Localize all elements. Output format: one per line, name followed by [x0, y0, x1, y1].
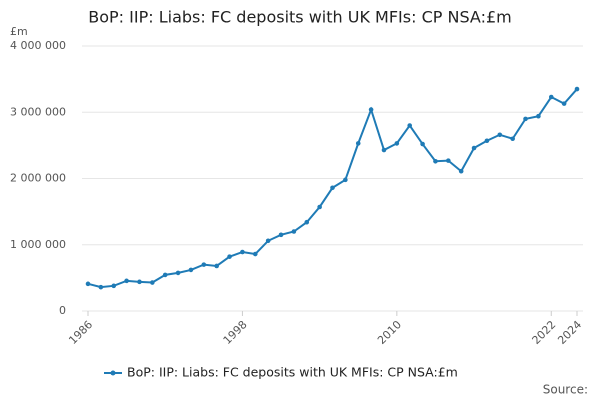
x-tick-label: 1998 — [221, 318, 250, 347]
point — [574, 86, 580, 92]
point — [98, 284, 104, 290]
point — [433, 158, 438, 164]
y-unit: £m — [10, 25, 28, 38]
point — [471, 145, 477, 151]
point — [394, 141, 400, 146]
point — [510, 136, 515, 142]
point — [201, 262, 207, 267]
point — [240, 249, 245, 255]
x-tick-label: 2010 — [375, 318, 404, 347]
y-tick-label: 2 000 000 — [10, 172, 66, 185]
chart-title: BoP: IIP: Liabs: FC deposits with UK MFI… — [88, 8, 511, 27]
point — [523, 116, 528, 122]
point — [381, 147, 387, 153]
point — [278, 232, 284, 238]
point — [111, 283, 117, 289]
point — [175, 270, 181, 276]
point — [420, 141, 425, 147]
point — [188, 267, 194, 273]
y-tick-label: 3 000 000 — [10, 105, 66, 118]
point — [214, 263, 219, 269]
point — [252, 251, 258, 257]
point — [561, 101, 567, 106]
point — [317, 204, 322, 210]
point — [85, 281, 91, 287]
point — [536, 113, 541, 119]
point — [458, 168, 464, 174]
point — [355, 141, 361, 146]
y-tick-label: 1 000 000 — [10, 238, 66, 251]
point — [150, 280, 155, 285]
point — [137, 279, 142, 285]
point — [497, 132, 503, 138]
source: Source: — [543, 383, 588, 397]
point — [330, 185, 335, 191]
point — [304, 219, 310, 225]
point — [162, 272, 168, 278]
point — [446, 158, 451, 163]
point — [548, 94, 554, 100]
legend-marker — [110, 370, 116, 376]
x-tick-label: 2024 — [555, 318, 584, 347]
point — [343, 177, 348, 183]
point — [484, 138, 490, 144]
point — [227, 254, 232, 259]
y-tick-label: 4 000 000 — [10, 39, 66, 52]
point — [368, 107, 374, 112]
y-tick-label: 0 — [59, 304, 66, 317]
point — [407, 123, 413, 128]
point — [265, 238, 271, 244]
x-tick-label: 1986 — [66, 318, 95, 347]
x-tick-label: 2022 — [530, 318, 559, 347]
point — [291, 229, 297, 234]
legend-label: BoP: IIP: Liabs: FC deposits with UK MFI… — [127, 365, 458, 380]
point — [124, 278, 129, 284]
